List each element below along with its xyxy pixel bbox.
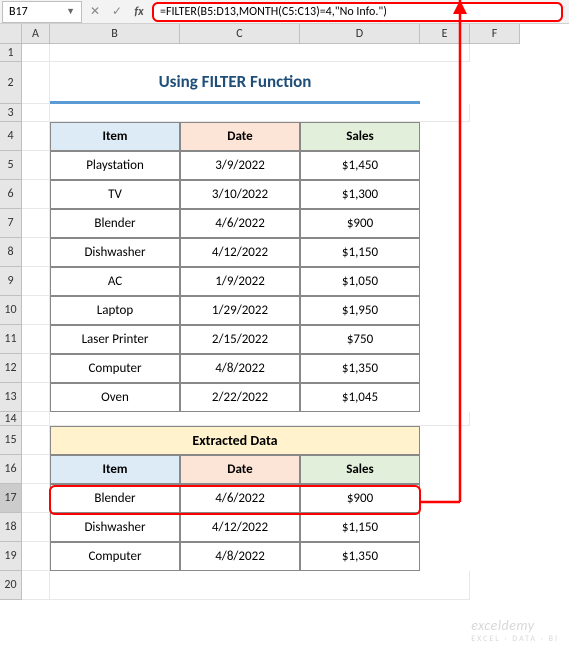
cell[interactable]: $900: [300, 209, 420, 238]
cell[interactable]: 3/9/2022: [180, 151, 300, 180]
formula-input[interactable]: =FILTER(B5:D13,MONTH(C5:C13)=4,"No Info.…: [152, 2, 563, 22]
row-header[interactable]: 15: [0, 426, 22, 455]
cell[interactable]: Computer: [50, 354, 180, 383]
name-box-dropdown-icon[interactable]: ▼: [66, 6, 75, 17]
col-header-b[interactable]: B: [50, 24, 180, 44]
header-item2[interactable]: Item: [50, 455, 180, 484]
cell[interactable]: $1,045: [300, 383, 420, 412]
row-header[interactable]: 16: [0, 455, 22, 484]
title-cell[interactable]: Using FILTER Function: [50, 62, 420, 104]
cell[interactable]: Blender: [50, 209, 180, 238]
header-date2[interactable]: Date: [180, 455, 300, 484]
header-date[interactable]: Date: [180, 122, 300, 151]
cell[interactable]: Oven: [50, 383, 180, 412]
row-header[interactable]: 12: [0, 354, 22, 383]
header-sales[interactable]: Sales: [300, 122, 420, 151]
cell[interactable]: $900: [300, 484, 420, 513]
header-item[interactable]: Item: [50, 122, 180, 151]
cancel-icon[interactable]: ✕: [86, 3, 104, 21]
cell[interactable]: 4/12/2022: [180, 238, 300, 267]
cell[interactable]: $1,450: [300, 151, 420, 180]
formula-bar: B17 ▼ ✕ ✓ fx =FILTER(B5:D13,MONTH(C5:C13…: [0, 0, 569, 24]
cell[interactable]: TV: [50, 180, 180, 209]
column-headers: A B C D E F: [22, 24, 520, 44]
cell[interactable]: 2/22/2022: [180, 383, 300, 412]
cell[interactable]: Blender: [50, 484, 180, 513]
cell[interactable]: Computer: [50, 542, 180, 571]
row-header[interactable]: 3: [0, 104, 22, 122]
header-sales2[interactable]: Sales: [300, 455, 420, 484]
row-header[interactable]: 2: [0, 62, 22, 104]
col-header-e[interactable]: E: [420, 24, 470, 44]
row-header[interactable]: 4: [0, 122, 22, 151]
cell[interactable]: $1,050: [300, 267, 420, 296]
row-header[interactable]: 8: [0, 238, 22, 267]
cell[interactable]: Dishwasher: [50, 513, 180, 542]
worksheet-content: Using FILTER Function Item Date Sales Pl…: [22, 44, 569, 600]
name-box[interactable]: B17 ▼: [2, 1, 82, 23]
name-box-value: B17: [9, 5, 28, 19]
row-header[interactable]: 7: [0, 209, 22, 238]
cell[interactable]: 4/6/2022: [180, 209, 300, 238]
cell[interactable]: $1,350: [300, 354, 420, 383]
watermark: exceldemy EXCEL · DATA · BI: [471, 617, 559, 644]
extracted-data-header[interactable]: Extracted Data: [50, 426, 420, 455]
cell[interactable]: 4/8/2022: [180, 542, 300, 571]
formula-text: =FILTER(B5:D13,MONTH(C5:C13)=4,"No Info.…: [160, 5, 387, 19]
row-header[interactable]: 17: [0, 484, 22, 513]
fx-icon[interactable]: fx: [130, 3, 148, 21]
row-header[interactable]: 18: [0, 513, 22, 542]
cell[interactable]: 3/10/2022: [180, 180, 300, 209]
row-header[interactable]: 9: [0, 267, 22, 296]
row-header[interactable]: 13: [0, 383, 22, 412]
formula-bar-buttons: ✕ ✓ fx: [82, 3, 152, 21]
watermark-main: exceldemy: [471, 617, 534, 634]
select-all-corner[interactable]: [0, 24, 22, 44]
row-header[interactable]: 20: [0, 571, 22, 600]
cell[interactable]: $1,150: [300, 238, 420, 267]
cell[interactable]: Laser Printer: [50, 325, 180, 354]
row-header[interactable]: 14: [0, 412, 22, 426]
enter-icon[interactable]: ✓: [108, 3, 126, 21]
cell[interactable]: 1/9/2022: [180, 267, 300, 296]
cell[interactable]: 4/8/2022: [180, 354, 300, 383]
cell[interactable]: 4/12/2022: [180, 513, 300, 542]
cell[interactable]: 2/15/2022: [180, 325, 300, 354]
col-header-a[interactable]: A: [22, 24, 50, 44]
col-header-f[interactable]: F: [470, 24, 520, 44]
cell[interactable]: Dishwasher: [50, 238, 180, 267]
col-header-c[interactable]: C: [180, 24, 300, 44]
row-header[interactable]: 5: [0, 151, 22, 180]
row-header[interactable]: 6: [0, 180, 22, 209]
row-header[interactable]: 19: [0, 542, 22, 571]
cell[interactable]: $1,950: [300, 296, 420, 325]
grid-area: 1 2 3 4 5 6 7 8 9 10 11 12 13 14 15 16 1…: [0, 44, 569, 600]
row-header[interactable]: 10: [0, 296, 22, 325]
row-header[interactable]: 1: [0, 44, 22, 62]
row-header[interactable]: 11: [0, 325, 22, 354]
cell[interactable]: Playstation: [50, 151, 180, 180]
cell[interactable]: $1,300: [300, 180, 420, 209]
cell[interactable]: 4/6/2022: [180, 484, 300, 513]
watermark-sub: EXCEL · DATA · BI: [471, 634, 559, 644]
col-header-d[interactable]: D: [300, 24, 420, 44]
cell[interactable]: $1,150: [300, 513, 420, 542]
cell[interactable]: 1/29/2022: [180, 296, 300, 325]
cell[interactable]: Laptop: [50, 296, 180, 325]
cell[interactable]: $750: [300, 325, 420, 354]
row-headers: 1 2 3 4 5 6 7 8 9 10 11 12 13 14 15 16 1…: [0, 44, 22, 600]
cell[interactable]: $1,350: [300, 542, 420, 571]
cell[interactable]: AC: [50, 267, 180, 296]
